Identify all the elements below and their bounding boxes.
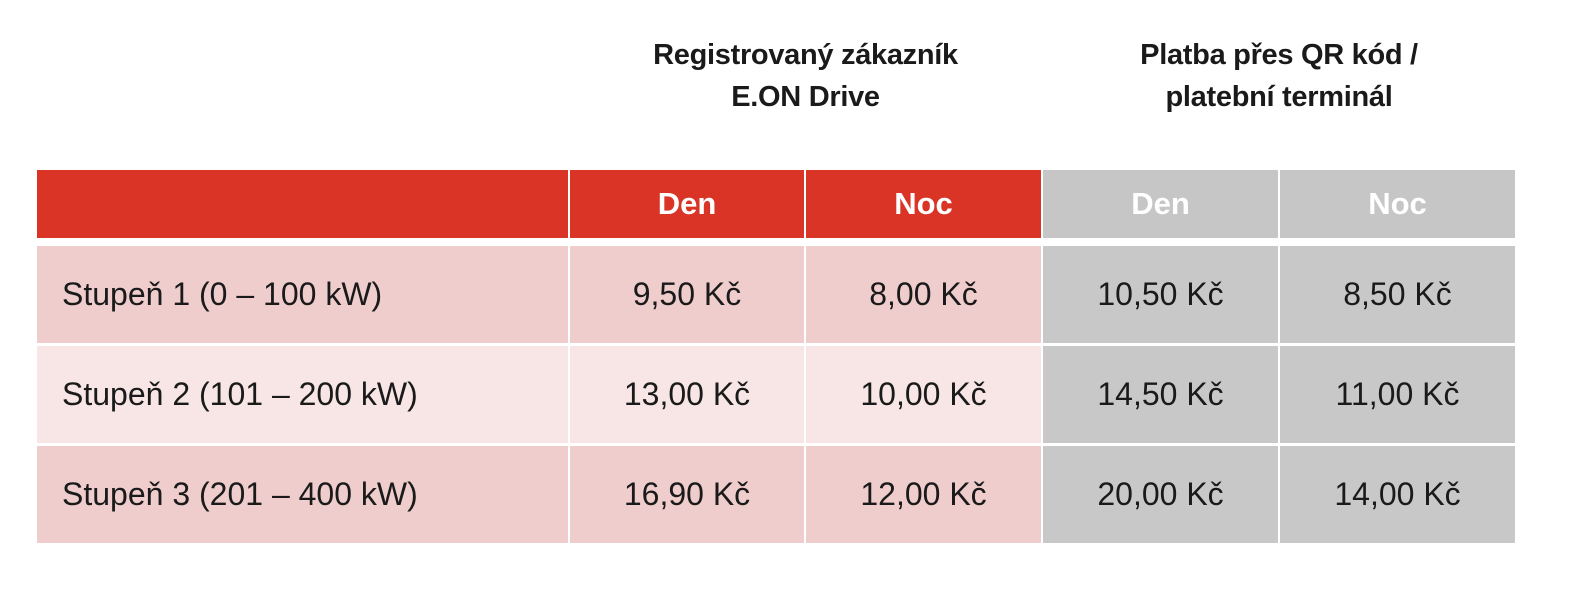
group-header-registered: Registrovaný zákazník E.ON Drive bbox=[570, 34, 1041, 118]
price-cell: 20,00 Kč bbox=[1043, 446, 1278, 543]
column-header-day: Den bbox=[1043, 170, 1278, 238]
price-cell: 10,50 Kč bbox=[1043, 246, 1278, 343]
price-cell: 13,00 Kč bbox=[570, 346, 804, 443]
row-label: Stupeň 1 (0 – 100 kW) bbox=[37, 246, 568, 343]
price-cell: 9,50 Kč bbox=[570, 246, 804, 343]
group-header-line: platební terminál bbox=[1165, 81, 1393, 113]
group-header-qr-terminal: Platba přes QR kód / platební terminál bbox=[1043, 34, 1515, 118]
column-header-day: Den bbox=[570, 170, 804, 238]
row-label: Stupeň 3 (201 – 400 kW) bbox=[37, 446, 568, 543]
price-cell: 16,90 Kč bbox=[570, 446, 804, 543]
group-header-line: Registrovaný zákazník bbox=[653, 39, 958, 71]
header-spacer bbox=[37, 238, 1515, 246]
price-cell: 11,00 Kč bbox=[1280, 346, 1515, 443]
group-header-line: Platba přes QR kód / bbox=[1140, 39, 1418, 71]
column-header-night: Noc bbox=[806, 170, 1041, 238]
price-cell: 8,00 Kč bbox=[806, 246, 1041, 343]
column-header-empty bbox=[37, 170, 568, 238]
price-table: Den Noc Den Noc Stupeň 1 (0 – 100 kW) 9,… bbox=[37, 170, 1515, 546]
column-header-night: Noc bbox=[1280, 170, 1515, 238]
group-header-line: E.ON Drive bbox=[731, 81, 880, 113]
price-cell: 10,00 Kč bbox=[806, 346, 1041, 443]
price-cell: 8,50 Kč bbox=[1280, 246, 1515, 343]
row-label: Stupeň 2 (101 – 200 kW) bbox=[37, 346, 568, 443]
price-cell: 14,00 Kč bbox=[1280, 446, 1515, 543]
price-cell: 12,00 Kč bbox=[806, 446, 1041, 543]
price-cell: 14,50 Kč bbox=[1043, 346, 1278, 443]
